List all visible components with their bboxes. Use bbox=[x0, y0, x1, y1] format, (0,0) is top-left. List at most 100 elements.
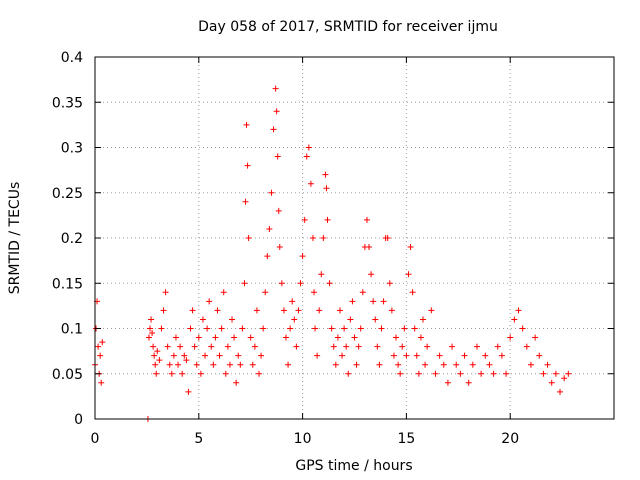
data-point bbox=[212, 334, 219, 341]
data-point bbox=[548, 379, 555, 386]
data-point bbox=[222, 370, 229, 377]
data-point bbox=[376, 361, 383, 368]
x-tick-label: 15 bbox=[397, 431, 415, 447]
data-point bbox=[413, 352, 420, 359]
data-point bbox=[565, 370, 572, 377]
data-point bbox=[305, 144, 312, 151]
data-point bbox=[151, 352, 158, 359]
data-point bbox=[156, 357, 163, 364]
data-point bbox=[172, 334, 179, 341]
data-point bbox=[187, 325, 194, 332]
y-tick-label: 0.05 bbox=[52, 367, 83, 383]
data-point bbox=[249, 361, 256, 368]
y-tick-label: 0.2 bbox=[61, 231, 83, 247]
data-point bbox=[260, 325, 267, 332]
data-point bbox=[210, 361, 217, 368]
data-point bbox=[339, 352, 346, 359]
axis-ticks bbox=[94, 56, 614, 420]
data-point bbox=[195, 334, 202, 341]
data-point bbox=[233, 379, 240, 386]
data-point bbox=[280, 307, 287, 314]
data-point bbox=[145, 334, 152, 341]
data-point bbox=[403, 352, 410, 359]
data-point bbox=[303, 153, 310, 160]
data-point bbox=[204, 325, 211, 332]
data-point bbox=[216, 352, 223, 359]
data-point bbox=[247, 334, 254, 341]
data-point bbox=[341, 325, 348, 332]
data-point bbox=[301, 216, 308, 223]
y-tick-label: 0.25 bbox=[52, 186, 83, 202]
data-point bbox=[473, 343, 480, 350]
data-point bbox=[336, 307, 343, 314]
data-point bbox=[368, 271, 375, 278]
data-point bbox=[197, 370, 204, 377]
data-point bbox=[251, 343, 258, 350]
data-point bbox=[378, 325, 385, 332]
data-point bbox=[293, 343, 300, 350]
data-point bbox=[97, 352, 104, 359]
data-point bbox=[218, 325, 225, 332]
data-point bbox=[527, 361, 534, 368]
data-point bbox=[148, 316, 155, 323]
data-point bbox=[208, 343, 215, 350]
data-point bbox=[193, 361, 200, 368]
data-point bbox=[515, 307, 522, 314]
data-point bbox=[507, 334, 514, 341]
data-point bbox=[181, 352, 188, 359]
data-point bbox=[326, 280, 333, 287]
x-tick-label: 20 bbox=[501, 431, 519, 447]
data-point bbox=[415, 370, 422, 377]
data-point bbox=[258, 352, 265, 359]
x-tick-label: 0 bbox=[91, 431, 100, 447]
data-point bbox=[322, 171, 329, 178]
data-point bbox=[366, 244, 373, 251]
y-tick-label: 0.3 bbox=[61, 141, 83, 157]
y-axis-label: SRMTID / TECUs bbox=[7, 182, 23, 295]
y-tick-label: 0.15 bbox=[52, 276, 83, 292]
data-point bbox=[334, 334, 341, 341]
data-point bbox=[384, 235, 391, 241]
data-point bbox=[552, 370, 559, 377]
data-point bbox=[316, 307, 323, 314]
data-point bbox=[224, 343, 231, 350]
data-point bbox=[149, 330, 156, 337]
data-point bbox=[150, 343, 157, 350]
data-point bbox=[503, 370, 510, 377]
data-point bbox=[370, 298, 377, 305]
data-point bbox=[388, 307, 395, 314]
data-point bbox=[511, 316, 518, 323]
data-point bbox=[285, 361, 292, 368]
data-point bbox=[231, 334, 238, 341]
data-point bbox=[422, 361, 429, 368]
data-point bbox=[494, 343, 501, 350]
data-point bbox=[465, 379, 472, 386]
data-point bbox=[262, 289, 269, 296]
data-point bbox=[393, 334, 400, 341]
data-point bbox=[170, 352, 177, 359]
data-point bbox=[275, 207, 282, 214]
data-point bbox=[183, 357, 190, 364]
y-tick-label: 0.4 bbox=[61, 50, 83, 66]
data-point bbox=[206, 298, 213, 305]
data-point bbox=[417, 334, 424, 341]
data-point bbox=[424, 343, 431, 350]
data-point bbox=[420, 316, 427, 323]
data-point bbox=[449, 343, 456, 350]
data-point bbox=[440, 361, 447, 368]
data-point bbox=[175, 361, 182, 368]
data-point bbox=[318, 271, 325, 278]
data-point bbox=[268, 189, 275, 196]
data-point bbox=[444, 379, 451, 386]
data-point bbox=[478, 370, 485, 377]
data-point bbox=[390, 352, 397, 359]
data-point bbox=[214, 307, 221, 314]
data-point bbox=[401, 325, 408, 332]
data-point bbox=[357, 325, 364, 332]
data-point bbox=[544, 361, 551, 368]
data-point bbox=[532, 334, 539, 341]
data-point bbox=[314, 352, 321, 359]
data-point bbox=[323, 185, 330, 192]
data-point bbox=[436, 352, 443, 359]
